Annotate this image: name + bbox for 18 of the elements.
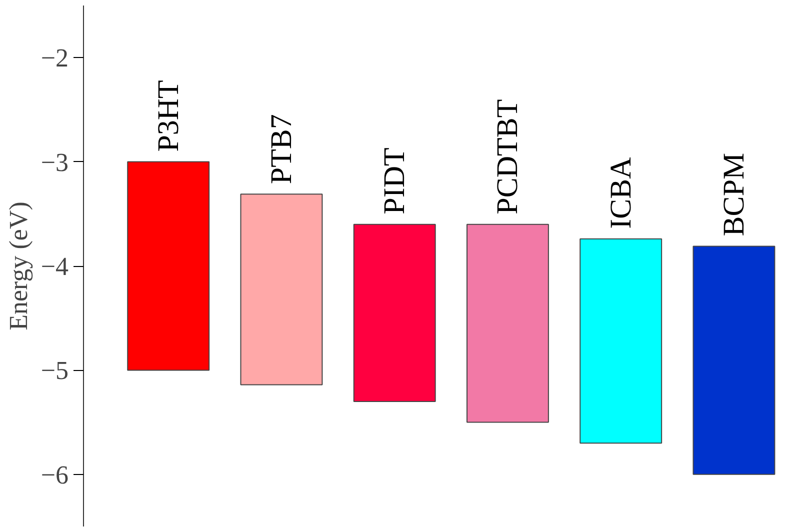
y-tick-label: −5 — [40, 356, 69, 386]
x-tick-label: PIDT — [378, 148, 412, 214]
y-tick-label: −6 — [40, 460, 69, 490]
bar — [580, 238, 662, 444]
x-tick-label: BCPM — [717, 152, 750, 236]
y-tick-label: −2 — [40, 44, 69, 73]
bar — [692, 246, 776, 475]
x-tick-label: PCDTBT — [491, 99, 524, 214]
x-tick-label: PTB7 — [264, 114, 298, 184]
bar — [127, 161, 210, 371]
y-tick-label: −3 — [40, 148, 69, 177]
x-tick-label: P3HT — [152, 80, 185, 152]
x-tick-label: ICBA — [604, 156, 638, 229]
bar — [240, 194, 323, 386]
bar — [353, 224, 436, 402]
bar — [466, 224, 549, 423]
y-axis-title: Energy (eV) — [4, 202, 33, 330]
y-tick-label: −4 — [40, 252, 69, 281]
